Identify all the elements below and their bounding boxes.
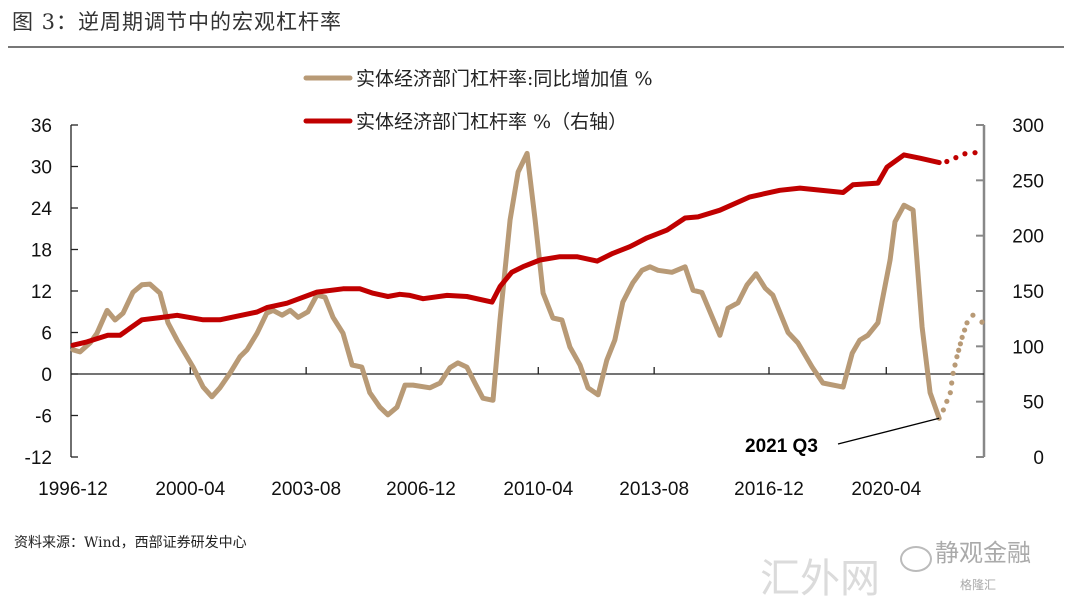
x-tick-label: 2016-12: [734, 479, 804, 500]
left-y-tick-label: 18: [31, 241, 52, 262]
watermark-secondary: 汇外网: [760, 557, 880, 601]
leverage-forecast-dot: [972, 150, 978, 156]
yoy-forecast-dot: [952, 362, 958, 368]
leverage-forecast-dot: [953, 155, 959, 161]
leverage-forecast-dot: [962, 151, 968, 157]
left-y-tick-label: 12: [31, 282, 52, 303]
left-y-tick-label: -12: [25, 448, 52, 469]
right-y-tick-label: 250: [1012, 171, 1044, 192]
right-y-tick-label: 300: [1012, 116, 1044, 137]
leverage-forecast-dot: [944, 158, 950, 165]
title-divider: [8, 46, 1064, 48]
watermark-tertiary: 格隆汇: [960, 578, 997, 592]
left-y-tick-label: -6: [35, 407, 52, 428]
yoy-forecast-dot: [957, 341, 964, 347]
left-y-tick-label: 36: [31, 116, 52, 137]
x-tick-label: 2006-12: [386, 479, 456, 500]
annotation-label: 2021 Q3: [745, 436, 818, 457]
x-tick-label: 2000-04: [155, 479, 225, 500]
wechat-icon: [900, 546, 932, 572]
source-note: 资料来源：Wind，西部证券研发中心: [14, 535, 247, 551]
x-tick-label: 1996-12: [38, 479, 108, 500]
yoy-forecast-dot: [970, 312, 976, 318]
yoy-forecast-dot: [956, 347, 962, 353]
left-y-tick-label: 30: [31, 158, 52, 179]
yoy-forecast-dot: [959, 334, 965, 340]
left-y-tick-label: 0: [41, 365, 52, 386]
legend-label-yoy: 实体经济部门杠杆率:同比增加值 %: [356, 68, 653, 90]
right-y-tick-label: 100: [1012, 337, 1044, 358]
watermark-primary: 静观金融: [935, 540, 1031, 567]
x-tick-label: 2020-04: [851, 479, 921, 500]
yoy-forecast-dot: [940, 407, 946, 413]
yoy-forecast-dot: [949, 380, 955, 386]
yoy-change-line: [70, 150, 942, 421]
right-y-tick-label: 50: [1023, 393, 1044, 414]
x-tick-label: 2003-08: [271, 479, 341, 500]
legend-label-leverage: 实体经济部门杠杆率 %（右轴）: [356, 111, 627, 133]
x-tick-label: 2013-08: [619, 479, 689, 500]
yoy-forecast-dot: [954, 354, 960, 360]
yoy-forecast-dot: [961, 327, 968, 333]
yoy-forecast-dot: [979, 319, 985, 325]
leverage-ratio-line: [70, 152, 942, 348]
right-y-tick-label: 0: [1033, 448, 1044, 469]
yoy-forecast-dot: [947, 390, 953, 396]
x-tick-label: 2010-04: [503, 479, 573, 500]
right-y-tick-label: 150: [1012, 282, 1044, 303]
yoy-forecast-dot: [950, 370, 956, 376]
left-y-tick-label: 24: [31, 199, 53, 220]
right-y-tick-label: 200: [1012, 227, 1044, 248]
left-y-tick-label: 6: [41, 324, 52, 345]
annotation-leader-line: [837, 417, 940, 445]
figure-title: 图 3：逆周期调节中的宏观杠杆率: [12, 10, 343, 34]
yoy-forecast-dot: [944, 398, 950, 404]
yoy-forecast-dot: [964, 320, 970, 326]
